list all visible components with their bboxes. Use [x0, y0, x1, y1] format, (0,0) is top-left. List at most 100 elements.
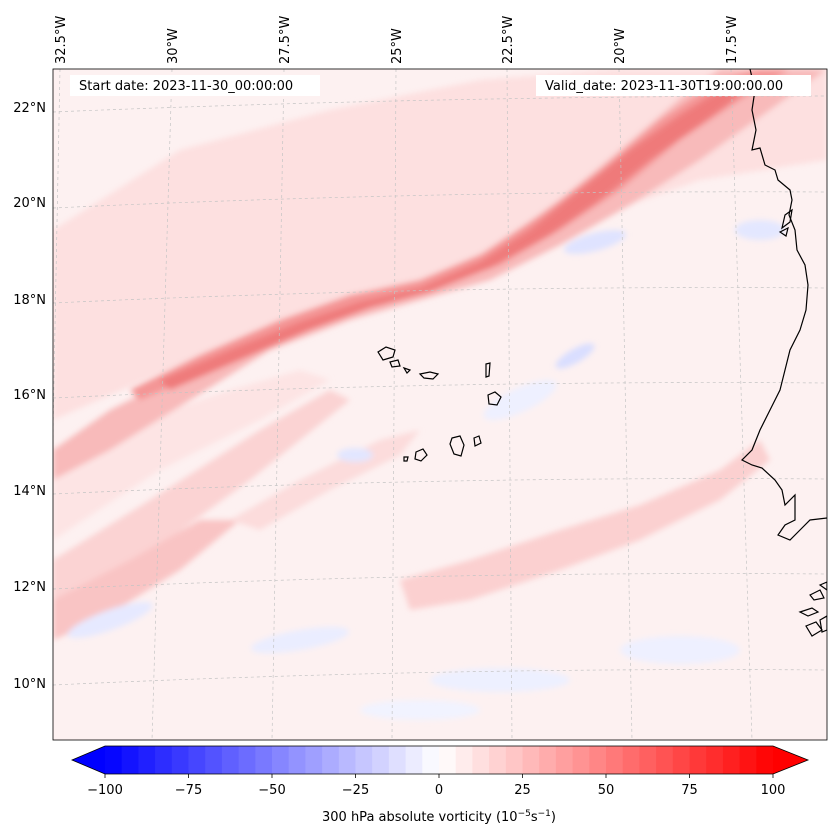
colorbar-segment — [505, 746, 524, 774]
vorticity-region-positive — [53, 370, 330, 540]
colorbar-segment — [472, 746, 490, 774]
lon-label: 22.5°W — [501, 16, 516, 64]
vorticity-band-southwest — [53, 520, 240, 640]
lat-label: 16°N — [13, 388, 46, 403]
coastlines — [740, 69, 827, 637]
lon-label: 32.5°W — [54, 16, 69, 64]
lon-label: 30°W — [166, 28, 181, 64]
colorbar-segment — [739, 746, 757, 774]
lat-label: 22°N — [13, 101, 46, 116]
colorbar-segment — [255, 746, 273, 774]
colorbar-tick-label: 75 — [681, 783, 698, 798]
vorticity-region-negative — [555, 343, 595, 369]
vorticity-region-negative — [67, 601, 153, 639]
colorbar-segment — [305, 746, 323, 774]
colorbar-segment — [656, 746, 674, 774]
latitude-labels: 22°N 20°N 18°N 16°N 14°N 12°N 10°N — [13, 101, 46, 692]
lat-label: 20°N — [13, 196, 46, 211]
parallel-20N — [53, 191, 827, 209]
island-sao-nicolau — [418, 371, 440, 380]
colorbar-extend-max — [773, 746, 808, 774]
lat-label: 10°N — [13, 677, 46, 692]
island-boa-vista — [487, 391, 502, 406]
vorticity-band-east — [400, 440, 770, 610]
map-panel: Start date: 2023-11-30_00:00:00 Valid_da… — [52, 68, 828, 741]
colorbar-tick-label: 0 — [435, 783, 443, 798]
colorbar-segment — [405, 746, 423, 774]
lat-label: 14°N — [13, 484, 46, 499]
island-maio — [473, 435, 482, 447]
colorbar-segment — [288, 746, 306, 774]
vorticity-region-negative — [250, 626, 350, 654]
colorbar-segment — [205, 746, 223, 774]
colorbar-segment — [355, 746, 373, 774]
colorbar-segments — [72, 746, 808, 774]
colorbar-segment — [388, 746, 407, 774]
island-santiago — [449, 435, 465, 457]
vorticity-region-negative — [430, 668, 570, 692]
island-santa-luzia — [402, 366, 412, 374]
colorbar-title: 300 hPa absolute vorticity (10−5s−1) — [322, 809, 556, 825]
colorbar-segment — [672, 746, 691, 774]
coastline-detail — [819, 615, 827, 633]
west-africa-coastline — [740, 69, 827, 541]
colorbar-segment — [522, 746, 540, 774]
colorbar-segment — [722, 746, 741, 774]
vorticity-field — [53, 69, 827, 720]
colorbar-tick-label: −50 — [258, 783, 285, 798]
colorbar-segment — [105, 746, 123, 774]
colorbar-segment — [372, 746, 390, 774]
lon-label: 20°W — [613, 28, 628, 64]
vorticity-region-negative — [337, 448, 373, 462]
vorticity-region-negative — [360, 700, 480, 720]
parallel-22N — [53, 95, 827, 113]
lon-label: 17.5°W — [725, 16, 740, 64]
colorbar-segment — [455, 746, 473, 774]
colorbar-segment — [606, 746, 624, 774]
graticule — [53, 69, 827, 740]
vorticity-region-negative — [483, 379, 557, 421]
vorticity-region-negative — [564, 229, 626, 255]
start-date-box — [70, 75, 320, 96]
colorbar-segment — [622, 746, 640, 774]
coastline-detail — [798, 607, 820, 617]
lon-label: 27.5°W — [278, 16, 293, 64]
meridian-25W — [391, 69, 397, 740]
colorbar-tick-labels: −100 −75 −50 −25 0 25 50 75 100 — [87, 783, 785, 798]
parallel-10N — [53, 669, 827, 686]
island-sao-vicente — [389, 359, 401, 368]
colorbar-segment — [322, 746, 340, 774]
meridian-17.5W — [730, 69, 753, 740]
map-frame — [52, 68, 828, 741]
colorbar-segment — [439, 746, 457, 774]
colorbar-segment — [589, 746, 607, 774]
colorbar-segment — [188, 746, 206, 774]
valid-date-box — [536, 75, 811, 96]
start-date-text: Start date: 2023-11-30_00:00:00 — [79, 79, 293, 94]
colorbar: −100 −75 −50 −25 0 25 50 75 100 300 hPa … — [70, 745, 810, 825]
coastline-detail — [778, 226, 789, 237]
meridian-30W — [151, 69, 173, 740]
colorbar-tick-label: −100 — [87, 783, 123, 798]
parallel-18N — [53, 287, 827, 304]
longitude-labels: 32.5°W 30°W 27.5°W 25°W 22.5°W 20°W 17.5… — [54, 16, 740, 64]
island-brava — [403, 456, 409, 462]
colorbar-segment — [155, 746, 173, 774]
colorbar-segment — [756, 746, 774, 774]
colorbar-segment — [338, 746, 357, 774]
colorbar-extend-min — [72, 746, 105, 774]
colorbar-segment — [138, 746, 156, 774]
colorbar-segment — [272, 746, 290, 774]
colorbar-tick-label: −25 — [342, 783, 369, 798]
cape-verde-islands — [377, 346, 502, 462]
colorbar-segment — [489, 746, 507, 774]
meridian-27.5W — [271, 69, 285, 740]
island-santo-antao — [377, 346, 396, 361]
coastline-detail — [818, 581, 827, 591]
coastline-detail — [781, 208, 793, 230]
colorbar-segment — [422, 746, 440, 774]
jet-band-core — [160, 90, 740, 390]
colorbar-tick-label: 50 — [598, 783, 615, 798]
colorbar-segment — [221, 746, 240, 774]
